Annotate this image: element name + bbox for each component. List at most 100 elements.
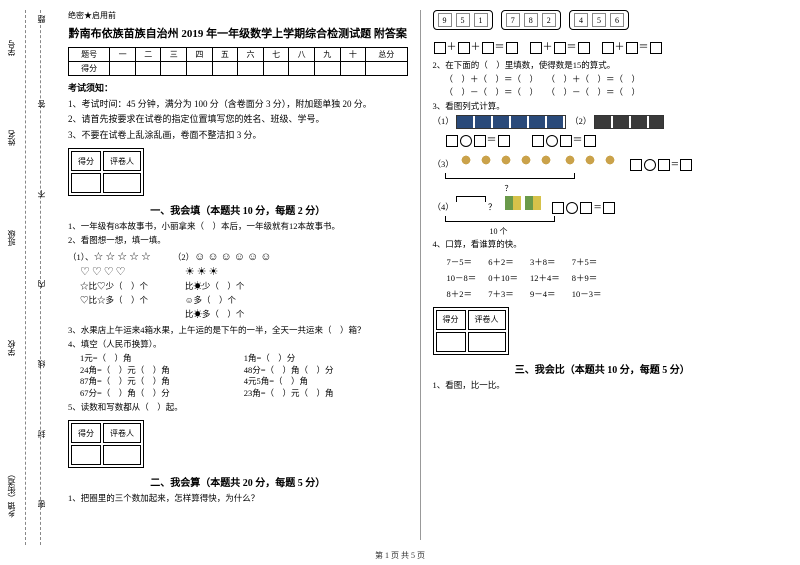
ten-label: 10 个 [433, 226, 553, 237]
compare-line: 比☀少（ ）个 [173, 281, 274, 293]
sun-row: ☀☀☀ [173, 266, 274, 279]
notice-item: 2、请首先按要求在试卷的指定位置填写您的姓名、班级、学号。 [68, 113, 408, 127]
score-header: 四 [187, 48, 213, 62]
number-group: 9 5 1 [433, 10, 493, 30]
money-item: 1元=（ ）角 [80, 353, 244, 365]
num-cell: 8 [524, 13, 538, 27]
money-item: 48分=（ ）角（ ）分 [244, 365, 408, 377]
scorebox-label: 评卷人 [103, 423, 141, 443]
equation-line: ＋＋＝ ＋＝ ＋＝ [433, 38, 773, 54]
num-cell: 5 [456, 13, 470, 27]
score-cell: 得分 [69, 62, 110, 76]
scorebox-label: 评卷人 [103, 151, 141, 171]
section-2-title: 二、我会算（本题共 20 分，每题 5 分） [68, 474, 408, 489]
scorebox-label: 得分 [436, 310, 466, 330]
star-row: ☆☆☆☆☆ [94, 251, 153, 263]
trumpet-icon [505, 196, 521, 210]
score-header: 一 [110, 48, 136, 62]
block-strip-icon [456, 115, 566, 129]
question-text: 3、水果店上午运来4箱水果，上午运的是下午的一半，全天一共运来（ ）箱？ [68, 325, 408, 337]
notice-item: 3、不要在试卷上乱涂乱画，卷面不整洁扣 3 分。 [68, 129, 408, 143]
qmark-label: ？ [488, 202, 497, 212]
mental-cell: 10－3＝ [572, 287, 612, 301]
question-text: 2、在下面的（ ）里填数，使得数是15的算式。 [433, 60, 773, 72]
mental-cell: 0＋10＝ [488, 271, 528, 285]
money-item: 87角=（ ）元（ ）角 [80, 376, 244, 388]
mental-cell: 3＋8＝ [530, 255, 570, 269]
smile-row: ☺☺☺☺☺☺ [194, 251, 273, 263]
page-content: 绝密★启用前 黔南布依族苗族自治州 2019 年一年级数学上学期综合检测试题 附… [0, 0, 800, 540]
number-group: 4 5 6 [569, 10, 629, 30]
money-item: 24角=（ ）元（ ）角 [80, 365, 244, 377]
score-box: 得分 评卷人 [68, 148, 144, 196]
question-text: 2、看图想一想，填一填。 [68, 235, 408, 247]
exam-title: 黔南布依族苗族自治州 2019 年一年级数学上学期综合检测试题 附答案 [68, 25, 408, 41]
score-header: 二 [135, 48, 161, 62]
spine-label: 姓名 [6, 130, 17, 146]
num-cell: 4 [574, 13, 588, 27]
mental-cell: 7＋5＝ [572, 255, 612, 269]
subpart-2: （2）☺☺☺☺☺☺ ☀☀☀ 比☀少（ ）个 ☺多（ ）个 比☀多（ ）个 [173, 249, 274, 323]
num-cell: 6 [610, 13, 624, 27]
spine-mid: 线 [36, 360, 47, 368]
score-header: 六 [238, 48, 264, 62]
mental-cell: 12＋4＝ [530, 271, 570, 285]
question-text: 1、一年级有8本故事书，小丽拿来（ ）本后，一年级就有12本故事书。 [68, 221, 408, 233]
spine-mid: 封 [36, 430, 47, 438]
page-footer: 第 1 页 共 5 页 [0, 550, 800, 561]
column-divider [420, 10, 421, 540]
num-cell: 7 [506, 13, 520, 27]
spine-label: 乡镇（街道） [6, 470, 17, 518]
dashed-line [25, 10, 26, 545]
score-header: 九 [314, 48, 340, 62]
pic-problem-1: （1） （2） [433, 115, 773, 129]
fill-line: （ ）＋（ ）＝（ ） （ ）＋（ ）＝（ ） [433, 74, 773, 86]
score-header: 三 [161, 48, 187, 62]
num-cell: 5 [592, 13, 606, 27]
question-text: 4、填空（人民币换算）。 [68, 339, 408, 351]
money-item: 23角=（ ）元（ ）角 [244, 388, 408, 400]
question-text: 4、口算，看谁算的快。 [433, 239, 773, 251]
subpart-label: （2） [570, 116, 591, 126]
brace-row [433, 173, 773, 183]
compare-line: 比☀多（ ）个 [173, 309, 274, 321]
mental-cell: 7＋3＝ [488, 287, 528, 301]
question-text: 3、看图列式计算。 [433, 101, 773, 113]
num-cell: 2 [542, 13, 556, 27]
table-row: 题号 一 二 三 四 五 六 七 八 九 十 总分 [69, 48, 408, 62]
score-header: 五 [212, 48, 238, 62]
spine-label: 学号 [6, 40, 17, 56]
table-row: 8＋2＝ 7＋3＝ 9－4＝ 10－3＝ [447, 287, 612, 301]
spine-label: 班级 [6, 230, 17, 246]
spine-label: 学校 [6, 340, 17, 356]
spine-mid: 密 [36, 500, 47, 508]
score-table: 题号 一 二 三 四 五 六 七 八 九 十 总分 得分 [68, 47, 408, 76]
table-row: 10－8＝ 0＋10＝ 12＋4＝ 8＋9＝ [447, 271, 612, 285]
qmark-label: ？ [433, 183, 573, 194]
subpart-label: （3） [433, 159, 454, 169]
left-column: 绝密★启用前 黔南布依族苗族自治州 2019 年一年级数学上学期综合检测试题 附… [60, 10, 416, 540]
score-header: 题号 [69, 48, 110, 62]
binding-spine: 学号 姓名 班级 学校 乡镇（街道） 题 答 不 内 线 封 密 [0, 0, 55, 565]
score-header: 十 [340, 48, 366, 62]
mental-math-table: 7－5＝ 6＋2＝ 3＋8＝ 7＋5＝ 10－8＝ 0＋10＝ 12＋4＝ 8＋… [433, 253, 614, 303]
right-column: 9 5 1 7 8 2 4 5 6 ＋＋＝ ＋＝ ＋＝ 2、在下面的（ ）里填数… [425, 10, 781, 540]
score-box: 得分 评卷人 [433, 307, 509, 355]
table-row: 得分 [69, 62, 408, 76]
scorebox-label: 得分 [71, 423, 101, 443]
spine-mid: 答 [36, 100, 47, 108]
equation-line: ＝ ＝ [433, 131, 773, 147]
score-header: 总分 [366, 48, 407, 62]
subpart-1: （1）、☆☆☆☆☆ ♡♡♡♡ ☆比♡少（ ）个 ♡比☆多（ ）个 [68, 249, 153, 323]
confidential-seal: 绝密★启用前 [68, 10, 408, 21]
block-strip-icon [594, 115, 664, 129]
mental-cell: 6＋2＝ [488, 255, 528, 269]
question-text: 5、读数和写数都从（ ）起。 [68, 402, 408, 414]
spine-mid: 题 [36, 15, 47, 23]
number-groups: 9 5 1 7 8 2 4 5 6 [433, 10, 773, 34]
compare-line: ♡比☆多（ ）个 [68, 295, 153, 307]
money-item: 1角=（ ）分 [244, 353, 408, 365]
dashed-line [40, 10, 41, 545]
spine-mid: 内 [36, 280, 47, 288]
mental-cell: 9－4＝ [530, 287, 570, 301]
